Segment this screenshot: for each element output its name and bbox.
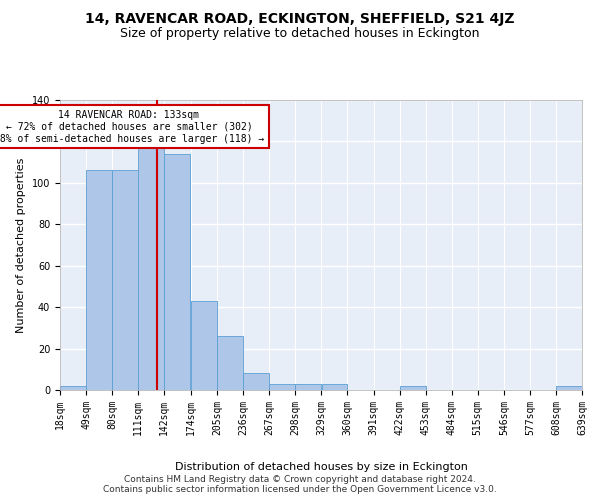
Bar [60, 386, 86, 390]
Bar [217, 336, 243, 390]
Bar [556, 386, 582, 390]
Text: Size of property relative to detached houses in Eckington: Size of property relative to detached ho… [120, 28, 480, 40]
Y-axis label: Number of detached properties: Number of detached properties [16, 158, 26, 332]
Bar [191, 301, 217, 390]
Bar [295, 384, 321, 390]
Text: 14, RAVENCAR ROAD, ECKINGTON, SHEFFIELD, S21 4JZ: 14, RAVENCAR ROAD, ECKINGTON, SHEFFIELD,… [85, 12, 515, 26]
Bar [244, 374, 269, 390]
Text: 14 RAVENCAR ROAD: 133sqm
← 72% of detached houses are smaller (302)
28% of semi-: 14 RAVENCAR ROAD: 133sqm ← 72% of detach… [0, 110, 264, 144]
Text: Contains HM Land Registry data © Crown copyright and database right 2024.
Contai: Contains HM Land Registry data © Crown c… [103, 474, 497, 494]
Bar [400, 386, 425, 390]
Bar [139, 148, 164, 390]
Bar [86, 170, 112, 390]
Bar [322, 384, 347, 390]
Bar [269, 384, 295, 390]
Bar [164, 154, 190, 390]
Text: Distribution of detached houses by size in Eckington: Distribution of detached houses by size … [175, 462, 467, 472]
Bar [112, 170, 138, 390]
